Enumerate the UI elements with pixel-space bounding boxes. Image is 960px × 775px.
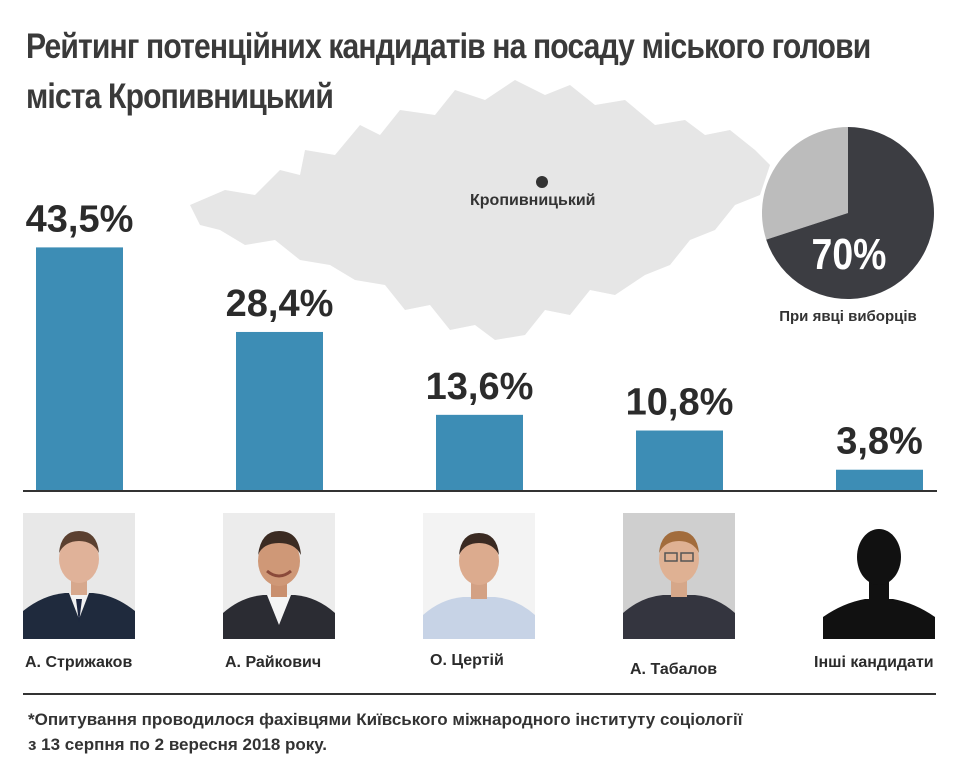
pie-caption: При явці виборців xyxy=(779,308,917,325)
candidate-photo-3 xyxy=(423,513,535,639)
chart-title: Рейтинг потенційних кандидатів на посаду… xyxy=(26,22,871,122)
person-photo-icon xyxy=(423,513,535,639)
turnout-pie xyxy=(762,127,934,299)
person-photo-icon xyxy=(223,513,335,639)
candidate-photo-1 xyxy=(23,513,135,639)
footnote: *Опитування проводилося фахівцями Київсь… xyxy=(28,707,928,757)
candidate-photo-4 xyxy=(623,513,735,639)
region-map-shape xyxy=(190,80,770,340)
bar-chart: 43,5% 28,4% 13,6% 10,8% 3,8% xyxy=(23,198,937,492)
footnote-line1: *Опитування проводилося фахівцями Київсь… xyxy=(28,710,743,729)
candidate-name-2: А. Райкович xyxy=(225,654,322,671)
person-photo-icon xyxy=(623,513,735,639)
bar-5 xyxy=(836,469,923,491)
candidate-photo-2 xyxy=(223,513,335,639)
chart-title-line1: Рейтинг потенційних кандидатів на посаду… xyxy=(26,27,871,66)
region-map xyxy=(190,80,770,340)
footnote-line2: з 13 серпня по 2 вересня 2018 року. xyxy=(28,735,327,754)
person-silhouette-icon xyxy=(823,513,935,639)
bar-value-label-4: 10,8% xyxy=(626,382,734,424)
bar-value-label-5: 3,8% xyxy=(836,421,923,463)
pie-slice-rest xyxy=(762,127,848,240)
city-dot xyxy=(536,176,548,188)
city-label: Кропивницький xyxy=(470,192,596,209)
candidate-name-4: А. Табалов xyxy=(630,661,718,678)
footer-divider xyxy=(23,693,936,695)
bar-4 xyxy=(636,430,723,491)
bar-value-label-1: 43,5% xyxy=(26,198,134,240)
chart-title-line2: міста Кропивницький xyxy=(26,77,334,116)
bar-1 xyxy=(36,247,123,491)
person-photo-icon xyxy=(23,513,135,639)
candidate-name-3: О. Цертій xyxy=(430,652,504,669)
candidate-name-5: Інші кандидати xyxy=(814,654,934,671)
bar-value-label-3: 13,6% xyxy=(426,366,534,408)
bar-value-label-2: 28,4% xyxy=(226,283,334,325)
bar-3 xyxy=(436,414,523,491)
pie-slice-turnout xyxy=(766,127,934,299)
bar-2 xyxy=(236,331,323,491)
pie-value-label: 70% xyxy=(811,230,887,279)
candidate-photo-5 xyxy=(823,513,935,639)
candidate-name-1: А. Стрижаков xyxy=(25,654,133,671)
